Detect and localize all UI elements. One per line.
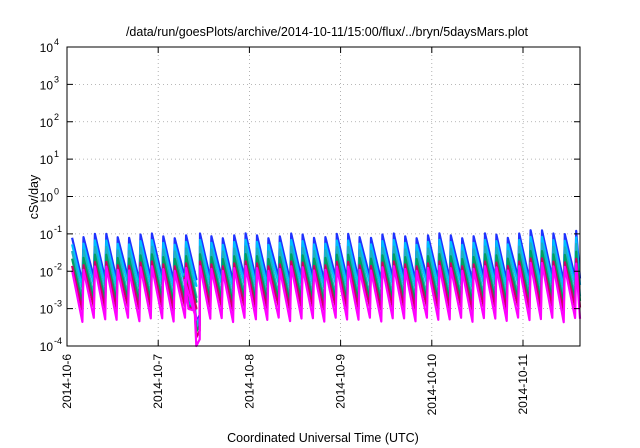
y-tick-exponent: 3 [54, 74, 59, 84]
x-tick-label: 2014-10-7 [151, 354, 165, 409]
y-tick-label: 10 [40, 265, 54, 279]
x-tick-label: 2014-10-9 [334, 354, 348, 409]
y-tick-label: 10 [40, 340, 54, 354]
y-tick-label: 10 [40, 228, 54, 242]
y-tick-label: 10 [40, 191, 54, 205]
series-line [71, 261, 582, 348]
x-axis-label: Coordinated Universal Time (UTC) [227, 431, 419, 445]
series-layer [71, 229, 582, 348]
y-tick-exponent: -1 [54, 224, 62, 234]
y-tick-exponent: 0 [54, 187, 59, 197]
y-tick-exponent: 4 [54, 37, 59, 47]
y-tick-label: 10 [40, 303, 54, 317]
y-tick-label: 10 [40, 153, 54, 167]
x-tick-label: 2014-10-10 [425, 354, 439, 416]
y-tick-exponent: 2 [54, 112, 59, 122]
y-tick-exponent: 1 [54, 149, 59, 159]
y-tick-exponent: -2 [54, 261, 62, 271]
y-tick-label: 10 [40, 116, 54, 130]
y-tick-exponent: -3 [54, 299, 62, 309]
y-tick-label: 10 [40, 41, 54, 55]
y-tick-label: 10 [40, 78, 54, 92]
y-axis-label: cSv/day [27, 174, 41, 219]
x-tick-label: 2014-10-8 [242, 354, 256, 409]
y-tick-exponent: -4 [54, 336, 62, 346]
x-tick-label: 2014-10-11 [516, 354, 530, 415]
x-tick-label: 2014-10-6 [60, 354, 74, 409]
x-axis: 2014-10-6 2014-10-7 2014-10-8 2014-10-9 2014… [60, 47, 530, 415]
chart-title: /data/run/goesPlots/archive/2014-10-11/1… [126, 25, 529, 39]
